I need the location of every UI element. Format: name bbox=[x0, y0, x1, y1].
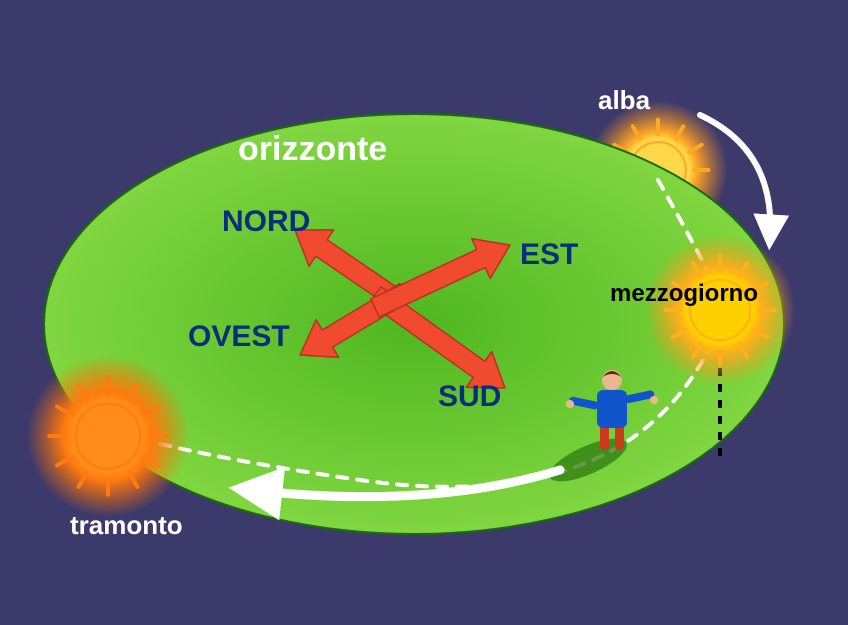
compass-label-ovest: OVEST bbox=[188, 320, 290, 354]
diagram-root: orizzonte NORD EST SUD OVEST alba mezzog… bbox=[0, 0, 848, 625]
compass-label-nord: NORD bbox=[222, 205, 310, 239]
sun-label-mezzogiorno: mezzogiorno bbox=[610, 280, 758, 308]
compass-label-sud: SUD bbox=[438, 380, 501, 414]
sun-label-tramonto: tramonto bbox=[70, 510, 183, 541]
sun-mezzogiorno-icon bbox=[645, 235, 796, 386]
horizon-title: orizzonte bbox=[238, 130, 387, 169]
compass-label-est: EST bbox=[520, 238, 578, 272]
sun-tramonto-icon bbox=[27, 355, 189, 517]
sun-label-alba: alba bbox=[598, 85, 650, 116]
